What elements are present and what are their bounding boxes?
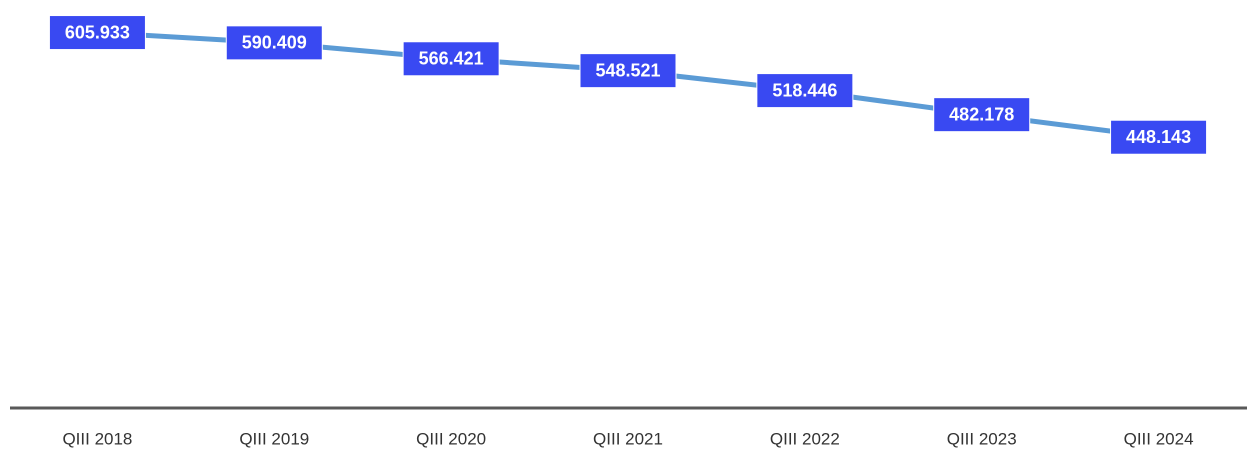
data-label-box xyxy=(225,25,323,61)
x-tick-label: QIII 2022 xyxy=(770,429,840,448)
data-label: 448.143 xyxy=(1126,127,1191,147)
data-label: 482.178 xyxy=(949,104,1014,124)
x-tick-label: QIII 2020 xyxy=(416,429,486,448)
x-tick-label: QIII 2021 xyxy=(593,429,663,448)
data-label-box xyxy=(48,15,146,51)
x-tick-label: QIII 2024 xyxy=(1124,429,1194,448)
data-label: 605.933 xyxy=(65,22,130,42)
data-label: 590.409 xyxy=(242,33,307,53)
data-label-box xyxy=(1110,119,1208,155)
x-tick-label: QIII 2018 xyxy=(62,429,132,448)
data-label: 566.421 xyxy=(419,49,484,69)
x-tick-label: QIII 2019 xyxy=(239,429,309,448)
data-label-box xyxy=(579,53,677,89)
data-label-box xyxy=(756,73,854,109)
data-label: 548.521 xyxy=(595,60,660,80)
x-tick-label: QIII 2023 xyxy=(947,429,1017,448)
data-label-box xyxy=(402,41,500,77)
data-label-box xyxy=(933,97,1031,133)
data-label: 518.446 xyxy=(772,80,837,100)
